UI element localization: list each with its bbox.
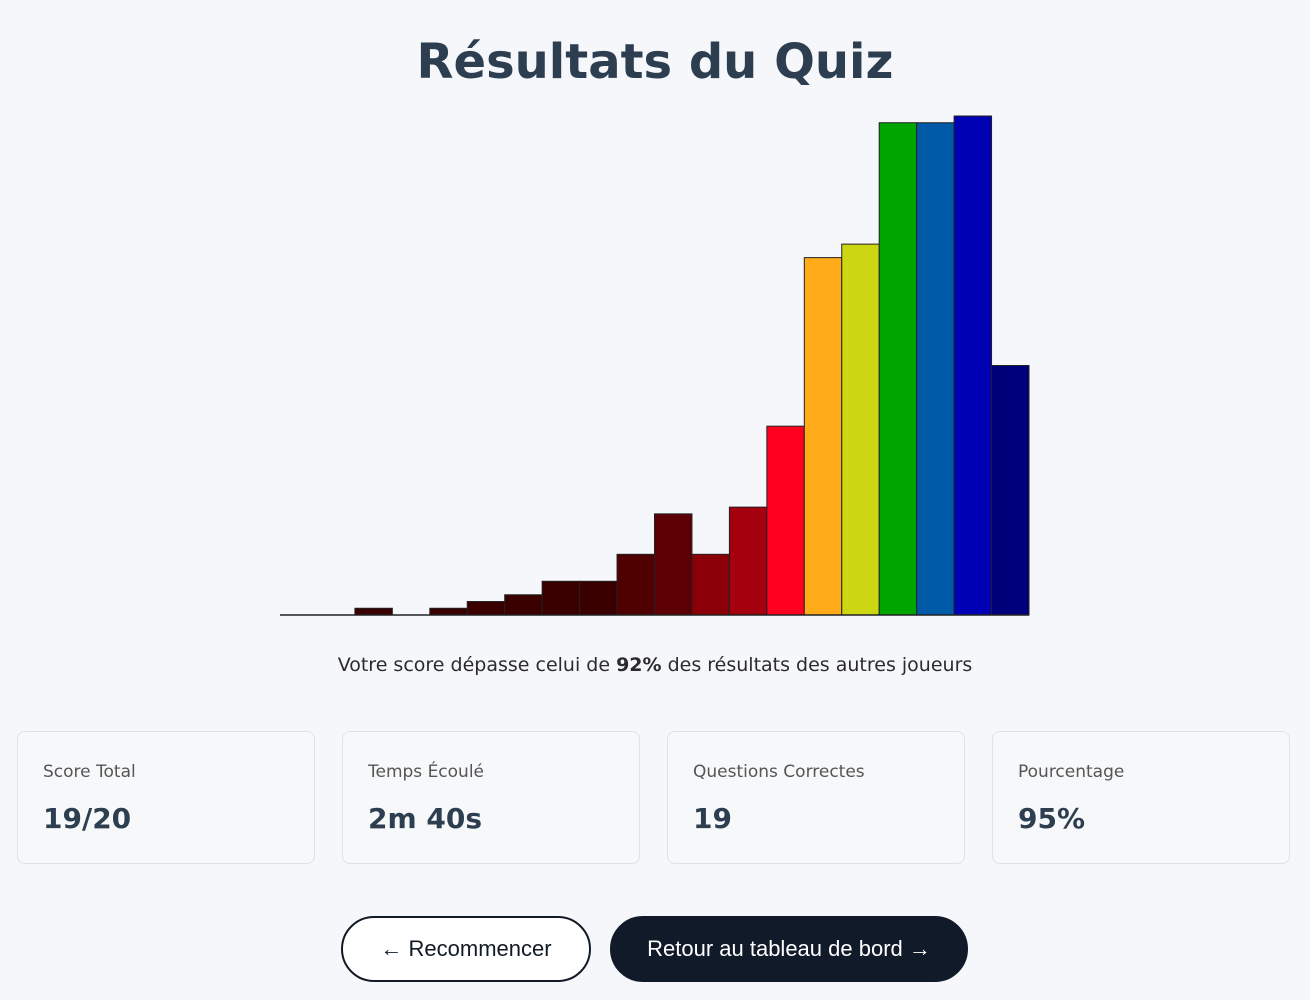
histogram-bar-11: [654, 513, 693, 616]
stat-value: 2m 40s: [368, 802, 483, 835]
stat-value: 19/20: [43, 802, 132, 835]
histogram-bar-20: [991, 365, 1030, 616]
histogram-bar-16: [841, 243, 880, 616]
histogram-bar-14: [766, 425, 805, 616]
histogram-bar-19: [953, 115, 993, 616]
histogram-bar-17: [878, 122, 918, 616]
histogram-bar-5: [429, 607, 468, 616]
histogram-bar-3: [354, 607, 393, 616]
stat-value: 95%: [1018, 802, 1086, 835]
restart-button[interactable]: ← Recommencer: [341, 916, 591, 982]
summary-suffix: des résultats des autres joueurs: [661, 654, 973, 676]
stat-card-percentage: Pourcentage 95%: [992, 731, 1290, 864]
stat-label: Questions Correctes: [693, 762, 865, 782]
histogram-bar-12: [691, 553, 730, 616]
stat-card-score: Score Total 19/20: [17, 731, 315, 864]
score-distribution-chart: [280, 115, 1030, 616]
stat-card-time: Temps Écoulé 2m 40s: [342, 731, 640, 864]
summary-prefix: Votre score dépasse celui de: [337, 654, 617, 676]
stat-value: 19: [693, 802, 732, 835]
percentile-summary: Votre score dépasse celui de 92% des rés…: [0, 654, 1310, 676]
stats-cards: Score Total 19/20 Temps Écoulé 2m 40s Qu…: [17, 731, 1293, 866]
histogram-bar-15: [803, 257, 843, 616]
histogram-bar-6: [466, 601, 506, 616]
stat-label: Score Total: [43, 762, 136, 782]
histogram-bar-10: [616, 553, 655, 616]
histogram-bar-7: [504, 594, 543, 616]
stat-card-correct: Questions Correctes 19: [667, 731, 965, 864]
histogram-bar-18: [916, 122, 955, 616]
histogram-bar-8: [541, 580, 581, 616]
histogram-bar-9: [579, 580, 618, 616]
histogram-bar-13: [728, 506, 768, 616]
back-to-dashboard-button[interactable]: Retour au tableau de bord →: [610, 916, 968, 982]
stat-label: Temps Écoulé: [368, 762, 485, 782]
summary-percent: 92%: [616, 654, 662, 676]
page-title: Résultats du Quiz: [416, 34, 894, 90]
stat-label: Pourcentage: [1018, 762, 1125, 782]
